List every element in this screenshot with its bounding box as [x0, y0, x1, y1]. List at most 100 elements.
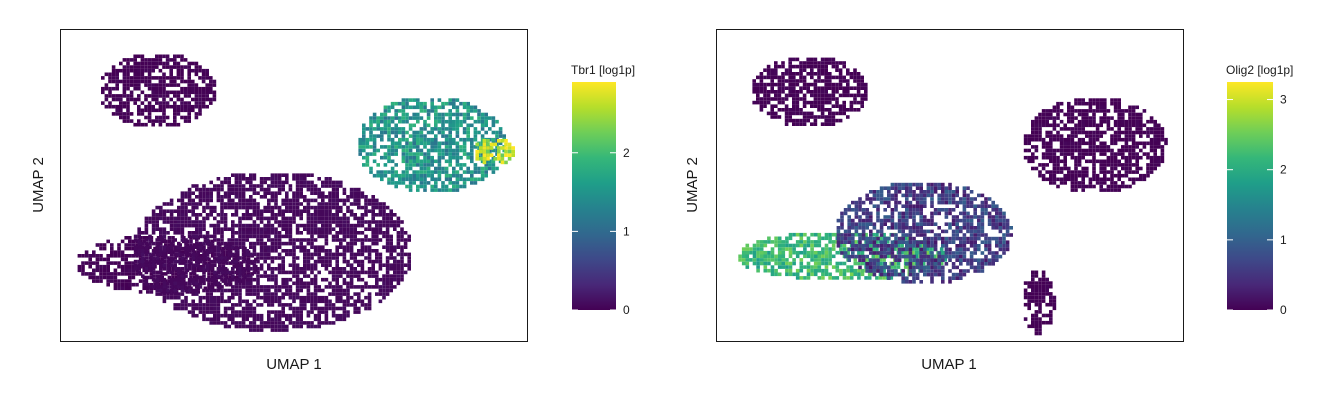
cell-point: [295, 198, 300, 203]
cell-point: [390, 141, 395, 146]
cell-point: [944, 215, 949, 219]
cell-point: [770, 240, 775, 244]
cell-point: [387, 109, 391, 113]
cell-point: [187, 234, 192, 239]
cell-point: [944, 240, 949, 244]
cell-point: [128, 246, 132, 251]
cell-point: [948, 197, 952, 201]
cell-point: [824, 265, 829, 269]
cell-point: [209, 288, 213, 293]
cell-point: [390, 152, 395, 156]
cell-point: [346, 234, 350, 239]
cell-point: [792, 75, 796, 80]
cell-point: [883, 254, 887, 259]
cell-point: [357, 252, 361, 257]
cell-point: [349, 277, 354, 282]
cell-point: [455, 188, 460, 192]
cell-point: [155, 277, 159, 282]
cell-point: [479, 149, 483, 154]
cell-point: [444, 127, 449, 131]
cell-point: [227, 277, 231, 282]
cell-point: [810, 265, 814, 269]
cell-point: [313, 245, 318, 249]
cell-point: [220, 321, 224, 325]
cell-point: [462, 148, 467, 153]
cell-point: [92, 250, 96, 254]
cell-point: [951, 222, 956, 226]
cell-point: [158, 104, 163, 109]
cell-point: [876, 258, 880, 262]
cell-point: [252, 306, 257, 311]
cell-point: [111, 97, 116, 102]
cell-point: [184, 252, 188, 257]
cell-point: [879, 247, 884, 252]
cell-point: [799, 243, 804, 248]
cell-point: [223, 180, 228, 185]
cell-point: [364, 285, 368, 289]
cell-point: [923, 247, 927, 252]
cell-point: [313, 191, 318, 195]
cell-point: [177, 292, 181, 296]
cell-point: [198, 245, 203, 249]
cell-point: [313, 238, 318, 242]
cell-point: [169, 277, 174, 282]
cell-point: [357, 223, 361, 228]
cell-point: [430, 137, 434, 142]
cell-point: [810, 68, 814, 72]
cell-point: [912, 244, 916, 248]
cell-point: [756, 243, 760, 248]
cell-point: [216, 245, 221, 249]
cell-point: [317, 205, 321, 210]
cell-point: [795, 82, 800, 87]
cell-point: [380, 119, 384, 124]
cell-point: [313, 274, 318, 278]
cell-point: [339, 220, 343, 224]
cell-point: [806, 86, 810, 90]
cell-point: [951, 200, 956, 205]
cell-point: [195, 277, 199, 282]
cell-point: [795, 93, 800, 98]
cell-point: [277, 270, 282, 275]
cell-point: [951, 218, 956, 223]
cell-point: [176, 65, 181, 69]
cell-point: [259, 263, 264, 267]
cell-point: [328, 180, 332, 185]
cell-point: [806, 61, 810, 65]
cell-point: [360, 303, 365, 307]
cell-point: [339, 223, 343, 228]
cell-point: [828, 57, 832, 62]
cell-point: [908, 233, 913, 237]
cell-point: [281, 213, 285, 217]
cell-point: [288, 202, 293, 206]
cell-point: [220, 277, 224, 282]
cell-point: [317, 324, 321, 329]
cell-point: [412, 123, 416, 128]
cell-point: [466, 105, 470, 110]
cell-point: [288, 205, 293, 210]
cell-point: [173, 90, 177, 95]
cell-point: [277, 245, 282, 249]
cell-point: [831, 118, 836, 123]
cell-point: [766, 90, 771, 94]
cell-point: [795, 104, 800, 108]
cell-point: [166, 270, 170, 275]
cell-point: [416, 148, 420, 153]
cell-point: [933, 222, 938, 226]
cell-point: [180, 108, 184, 113]
cell-point: [144, 223, 149, 228]
cell-point: [369, 123, 373, 128]
cell-point: [295, 209, 300, 213]
cell-point: [203, 286, 208, 291]
cell-point: [194, 97, 199, 102]
cell-point: [362, 163, 366, 167]
cell-point: [339, 313, 343, 318]
cell-point: [923, 197, 927, 201]
cell-point: [444, 141, 449, 146]
cell-point: [405, 163, 409, 167]
cell-point: [274, 180, 278, 185]
cell-point: [288, 209, 293, 213]
cell-point: [770, 86, 774, 90]
cell-point: [205, 198, 210, 203]
cell-point: [455, 170, 460, 174]
cell-point: [104, 83, 109, 87]
